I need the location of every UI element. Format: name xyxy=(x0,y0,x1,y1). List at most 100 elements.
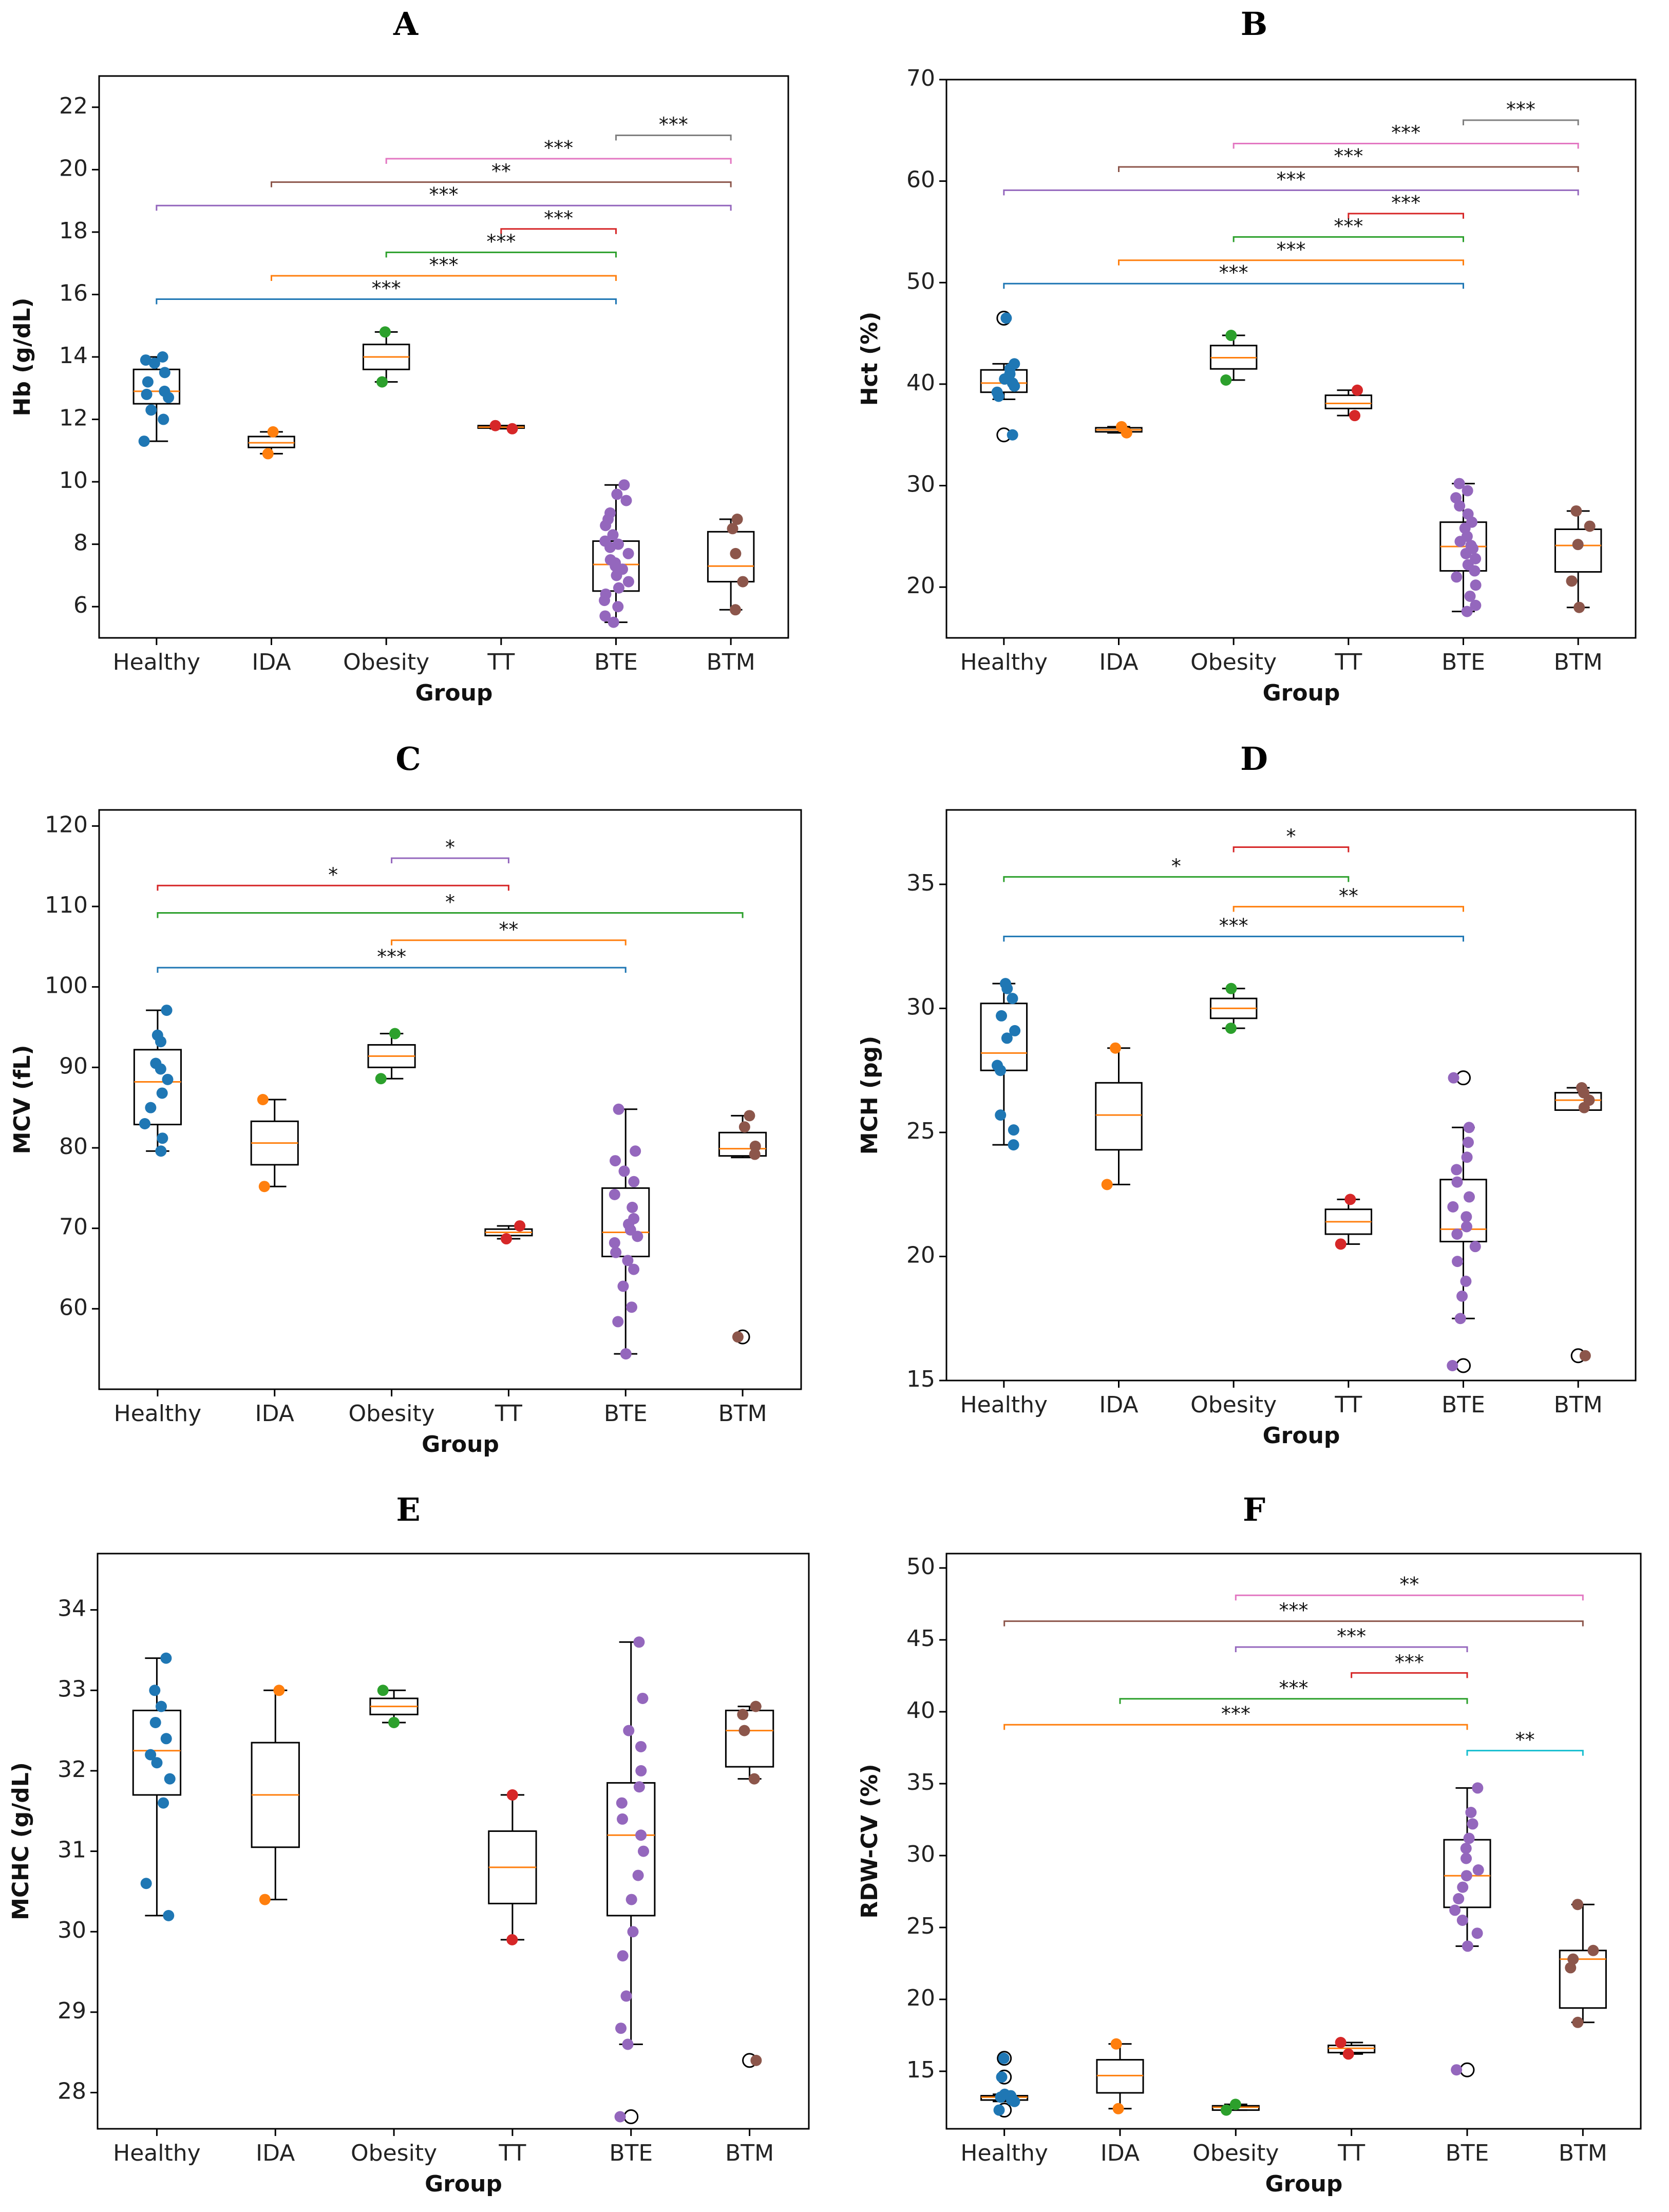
iqr-box xyxy=(606,1782,656,1917)
x-tick-label: BTE xyxy=(1446,2140,1489,2166)
data-point xyxy=(614,2111,626,2123)
outlier-marker xyxy=(997,2051,1012,2066)
data-point xyxy=(1579,1350,1591,1362)
bracket-line xyxy=(1003,876,1350,882)
box-bte xyxy=(1439,478,1487,617)
y-tick-label: 25 xyxy=(906,1118,935,1144)
data-point xyxy=(1342,2048,1354,2060)
x-tick-label: IDA xyxy=(255,1401,294,1427)
data-point xyxy=(1220,2104,1232,2116)
significance-bracket: *** xyxy=(615,113,732,141)
data-point xyxy=(633,1636,645,1648)
data-point xyxy=(620,495,632,506)
box-ida xyxy=(1095,421,1143,439)
significance-bracket: *** xyxy=(385,230,617,258)
significance-label: ** xyxy=(499,918,518,941)
data-point xyxy=(628,1263,640,1275)
x-tick-label: TT xyxy=(1337,2140,1365,2166)
bracket-line xyxy=(157,912,744,918)
y-tick-label: 16 xyxy=(59,280,88,306)
data-point xyxy=(749,1148,761,1160)
y-tick-label: 70 xyxy=(59,1214,88,1240)
iqr-box xyxy=(980,369,1028,393)
data-point xyxy=(731,514,743,525)
data-point xyxy=(749,1140,761,1152)
data-point xyxy=(149,1716,161,1728)
data-point xyxy=(625,1894,637,1905)
box-bte xyxy=(1443,1782,1491,2077)
data-point xyxy=(611,570,622,581)
box-btm xyxy=(725,1700,774,2068)
data-point xyxy=(1008,1139,1019,1151)
bracket-line xyxy=(1003,935,1464,942)
y-tick-label: 12 xyxy=(59,405,88,431)
x-tick-label: BTE xyxy=(604,1401,648,1427)
significance-bracket: *** xyxy=(1463,98,1579,126)
significance-label: *** xyxy=(659,113,688,136)
significance-label: *** xyxy=(486,230,516,253)
significance-bracket: ** xyxy=(271,160,732,187)
data-point xyxy=(1570,505,1582,517)
significance-label: *** xyxy=(1277,168,1306,191)
y-tick-label: 120 xyxy=(45,811,88,838)
significance-bracket: * xyxy=(157,891,744,918)
data-point xyxy=(1009,1025,1021,1036)
y-tick-label: 8 xyxy=(73,530,88,556)
data-point xyxy=(730,604,742,616)
x-tick-label: IDA xyxy=(1099,649,1138,675)
data-point xyxy=(163,1909,175,1921)
box-ida xyxy=(250,1094,299,1193)
x-tick-label: IDA xyxy=(256,2140,295,2166)
y-tick-label: 10 xyxy=(59,467,88,494)
data-point xyxy=(163,392,175,404)
y-tick-label: 90 xyxy=(59,1053,88,1079)
data-point xyxy=(638,1845,650,1857)
y-tick-label: 20 xyxy=(906,1985,935,2011)
outlier-marker xyxy=(1456,1358,1471,1373)
data-point xyxy=(1007,993,1018,1005)
data-point xyxy=(599,595,611,607)
x-tick-label: TT xyxy=(498,2140,526,2166)
x-axis-label: Group xyxy=(422,1431,499,1458)
data-point xyxy=(611,488,623,500)
significance-label: *** xyxy=(1277,238,1306,261)
data-point xyxy=(748,1773,760,1785)
data-point xyxy=(162,1073,174,1085)
x-tick-label: Obesity xyxy=(349,1401,435,1427)
bracket-line xyxy=(1466,1750,1584,1756)
iqr-box xyxy=(707,531,755,583)
data-point xyxy=(1447,1360,1458,1372)
data-point xyxy=(627,1926,639,1938)
data-point xyxy=(727,523,738,535)
data-point xyxy=(1000,312,1012,324)
data-point xyxy=(1456,1290,1468,1302)
data-point xyxy=(744,1110,755,1122)
data-point xyxy=(1452,1256,1464,1268)
iqr-box xyxy=(248,436,295,448)
data-point xyxy=(1456,1915,1468,1926)
x-tick-label: TT xyxy=(495,1401,522,1427)
data-point xyxy=(627,1201,638,1213)
panel-letter: F xyxy=(1243,1491,1265,1528)
bracket-line xyxy=(1232,905,1464,912)
x-tick-label: BTM xyxy=(1559,2140,1607,2166)
y-tick-label: 14 xyxy=(59,343,88,369)
iqr-box xyxy=(1095,1082,1143,1151)
y-tick-label: 18 xyxy=(59,218,88,244)
box-btm xyxy=(1554,1082,1602,1364)
bracket-line xyxy=(1235,1646,1468,1652)
y-tick-label: 30 xyxy=(906,1841,935,1867)
plot-frame xyxy=(97,1553,810,2130)
significance-bracket: *** xyxy=(271,254,617,281)
data-point xyxy=(617,1950,629,1962)
data-point xyxy=(615,2022,627,2034)
data-point xyxy=(1471,1927,1483,1939)
data-point xyxy=(1462,1137,1474,1148)
data-point xyxy=(1109,1042,1121,1054)
significance-bracket: *** xyxy=(156,277,617,305)
x-tick-label: Obesity xyxy=(343,649,429,675)
significance-bracket: * xyxy=(1003,855,1350,882)
data-point xyxy=(608,616,619,628)
box-bte xyxy=(1439,1070,1487,1373)
y-tick-label: 32 xyxy=(58,1756,86,1783)
